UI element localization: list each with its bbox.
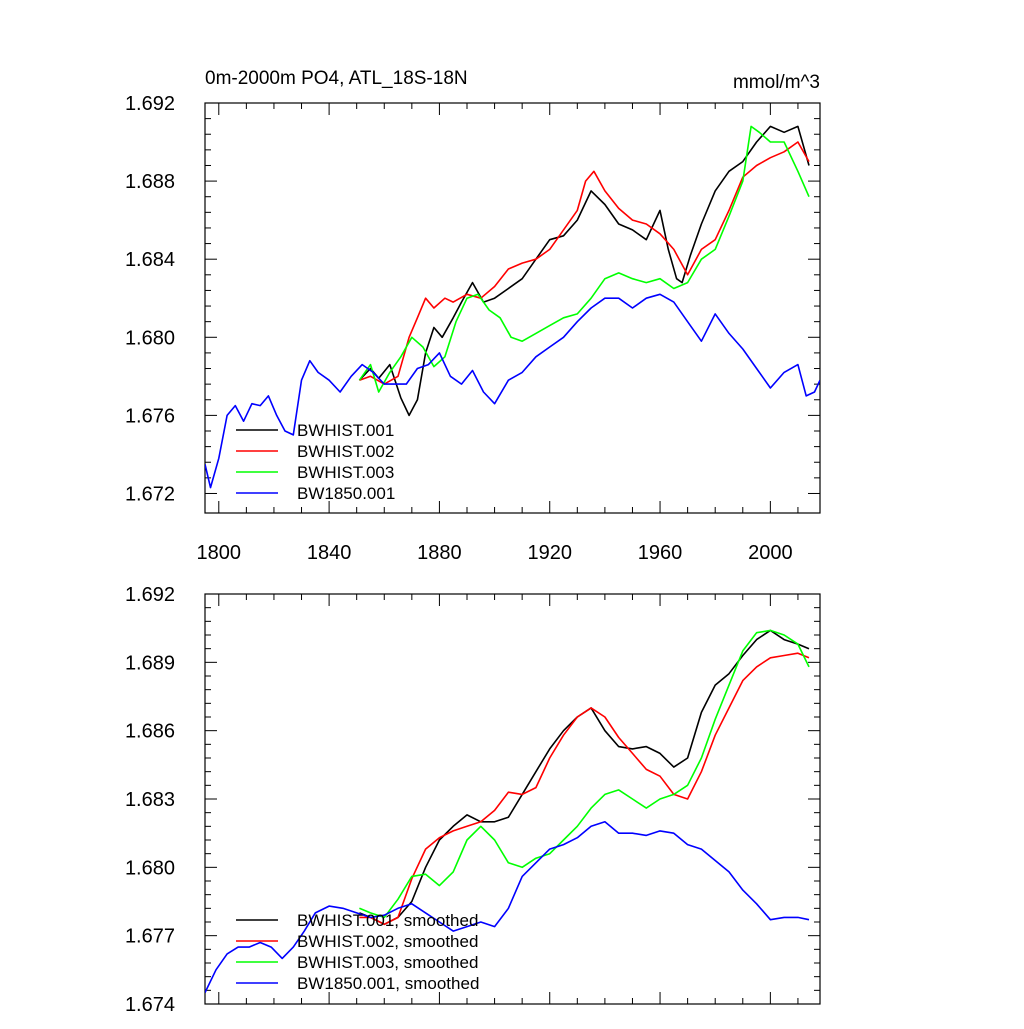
y-tick-label: 1.677 — [125, 926, 175, 948]
y-tick-label: 1.684 — [125, 249, 175, 271]
units-label: mmol/m^3 — [733, 72, 820, 93]
series-line — [359, 629, 810, 919]
series-line — [205, 820, 810, 993]
y-tick-label: 1.674 — [125, 994, 175, 1016]
legend-label: BWHIST.002, smoothed — [297, 932, 478, 951]
series-line — [358, 125, 810, 393]
x-tick-label: 1840 — [307, 542, 352, 564]
series-line — [205, 293, 820, 489]
series-group — [205, 629, 810, 993]
legend-label: BWHIST.001 — [297, 421, 394, 440]
y-tick-label: 1.680 — [125, 327, 175, 349]
y-tick-label: 1.683 — [125, 789, 175, 811]
series-line — [358, 125, 810, 417]
x-tick-label: 1880 — [417, 542, 462, 564]
legend-label: BWHIST.001, smoothed — [297, 911, 478, 930]
y-tick-label: 1.680 — [125, 857, 175, 879]
y-tick-label: 1.676 — [125, 405, 175, 427]
y-tick-label: 1.686 — [125, 721, 175, 743]
chart-title: 0m-2000m PO4, ATL_18S-18N — [205, 68, 468, 89]
legend-label: BWHIST.003 — [297, 463, 394, 482]
y-tick-label: 1.688 — [125, 171, 175, 193]
legend-label: BWHIST.003, smoothed — [297, 953, 478, 972]
series-line — [359, 652, 810, 926]
x-tick-label: 1920 — [527, 542, 572, 564]
x-tick-label: 2000 — [748, 542, 793, 564]
legend-label: BWHIST.002 — [297, 442, 394, 461]
y-tick-label: 1.692 — [125, 584, 175, 606]
series-group — [205, 125, 820, 489]
plot-frame — [204, 102, 821, 514]
legend-label: BW1850.001 — [297, 484, 395, 503]
series-line — [359, 141, 810, 385]
x-tick-label: 1800 — [197, 542, 242, 564]
y-tick-label: 1.692 — [125, 93, 175, 115]
x-tick-label: 1960 — [638, 542, 683, 564]
y-tick-label: 1.689 — [125, 652, 175, 674]
y-tick-label: 1.672 — [125, 483, 175, 505]
series-line — [359, 629, 810, 926]
legend-label: BW1850.001, smoothed — [297, 974, 479, 993]
top-panel: 0m-2000m PO4, ATL_18S-18N mmol/m^3 1800 1… — [125, 68, 821, 564]
bottom-panel: 1.674 1.677 1.680 1.683 1.686 1.689 1.692 BWHIS… — [125, 584, 821, 1016]
